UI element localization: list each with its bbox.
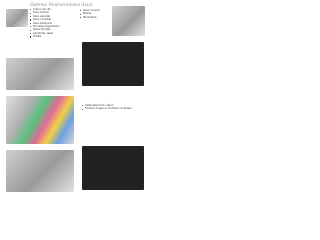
bullet-item: Seios frontais <box>30 28 78 31</box>
bullet-list: Vista lateral do crânio Forame magno e cô… <box>82 104 142 111</box>
skull-image <box>82 42 144 86</box>
skull-image <box>6 9 28 27</box>
bullet-list: Crânio de cão Osso frontal Osso parietal Os… <box>30 8 78 39</box>
bullet-item: Crânio de cão <box>30 8 78 11</box>
bullet-list: Osso incisivo Maxila Mandíbula <box>80 9 112 19</box>
bullet-item: Vista lateral do crânio <box>82 104 142 107</box>
bullet-item: Osso incisivo <box>80 9 112 12</box>
bullet-item: Órbita <box>30 35 78 38</box>
page: Sistema Neurocraniano Axial Crânio de cã… <box>0 0 149 198</box>
bullet-item: Processo zigomático <box>30 25 78 28</box>
skull-image <box>82 146 144 190</box>
bullet-item: Osso temporal <box>30 22 78 25</box>
bullet-item: Maxila <box>80 12 112 15</box>
skull-image <box>6 58 74 90</box>
bullet-item: Cavidade nasal <box>30 32 78 35</box>
page-title: Sistema Neurocraniano Axial <box>30 2 93 7</box>
bullet-item: Osso frontal <box>30 11 78 14</box>
bullet-item: Forame magno e côndilos occipitais <box>82 107 142 110</box>
bullet-item: Osso parietal <box>30 15 78 18</box>
skull-image <box>6 150 74 192</box>
bullet-item: Mandíbula <box>80 16 112 19</box>
bullet-item: Osso occipital <box>30 18 78 21</box>
skull-diagram <box>6 96 74 144</box>
skull-image <box>112 6 145 36</box>
